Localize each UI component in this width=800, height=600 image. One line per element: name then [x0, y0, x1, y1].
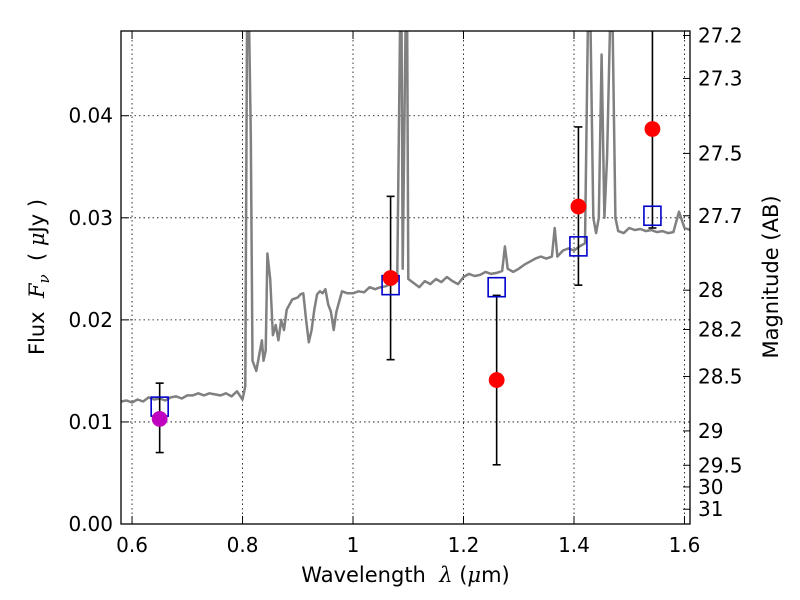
- y-tick-label: 0.03: [68, 206, 113, 230]
- y-tick-label: 0.01: [68, 410, 113, 434]
- mag-tick-label: 28: [698, 278, 723, 302]
- observed-point: [488, 372, 505, 388]
- spectrum-layer: [121, 31, 690, 404]
- observed-point: [644, 121, 661, 137]
- y-tick-label: 0.02: [68, 308, 113, 332]
- y-axis-label: Flux Fν ( μJy ): [25, 199, 53, 355]
- x-tick-label: 1.6: [669, 533, 701, 557]
- observed-point: [570, 198, 587, 215]
- mag-tick-label: 30: [698, 475, 723, 499]
- x-tick-label: 1: [347, 533, 360, 557]
- mag-tick-label: 27.5: [698, 141, 743, 165]
- y-tick-label: 0.00: [68, 512, 113, 536]
- mag-tick-label: 28.5: [698, 364, 743, 388]
- y2-axis-label: Magnitude (AB): [759, 195, 783, 358]
- model-square: [487, 276, 506, 298]
- x-axis-label: Wavelength λ (μm): [301, 563, 509, 587]
- observed-point: [382, 270, 399, 286]
- mag-tick-label: 27.2: [698, 23, 743, 47]
- plot-frame: [120, 30, 691, 525]
- ticks: 0.6 0.8 1 1.2 1.4 1.6 0.00 0.01 0.02 0.03 0.04 27.2…: [68, 23, 742, 557]
- x-tick-label: 0.6: [116, 533, 148, 557]
- mag-tick-label: 27.7: [698, 204, 743, 228]
- x-tick-label: 1.2: [448, 533, 480, 557]
- x-tick-label: 0.8: [227, 533, 259, 557]
- mag-tick-label: 31: [698, 497, 723, 521]
- observed-layer: [151, 121, 661, 427]
- mag-tick-label: 27.3: [698, 66, 743, 90]
- y-tick-label: 0.04: [68, 104, 113, 128]
- observed-point: [151, 410, 168, 427]
- model-square: [569, 236, 588, 257]
- mag-tick-label: 29.5: [698, 453, 743, 477]
- x-tick-label: 1.4: [558, 533, 590, 557]
- grid: [121, 31, 690, 524]
- mag-tick-label: 28.2: [698, 318, 743, 342]
- model-square: [643, 205, 662, 227]
- spectrum-line: [121, 31, 690, 404]
- mag-tick-label: 29: [698, 419, 723, 443]
